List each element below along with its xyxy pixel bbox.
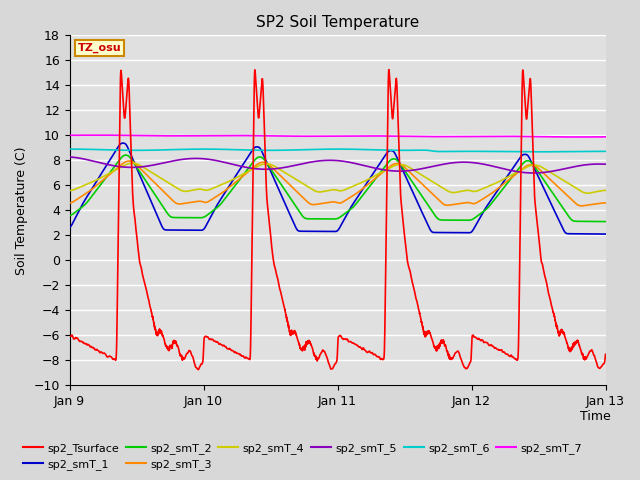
Text: Time: Time (580, 410, 611, 423)
Title: SP2 Soil Temperature: SP2 Soil Temperature (256, 15, 419, 30)
Legend: sp2_Tsurface, sp2_smT_1, sp2_smT_2, sp2_smT_3, sp2_smT_4, sp2_smT_5, sp2_smT_6, : sp2_Tsurface, sp2_smT_1, sp2_smT_2, sp2_… (19, 438, 587, 474)
Y-axis label: Soil Temperature (C): Soil Temperature (C) (15, 146, 28, 275)
Text: TZ_osu: TZ_osu (77, 43, 122, 53)
